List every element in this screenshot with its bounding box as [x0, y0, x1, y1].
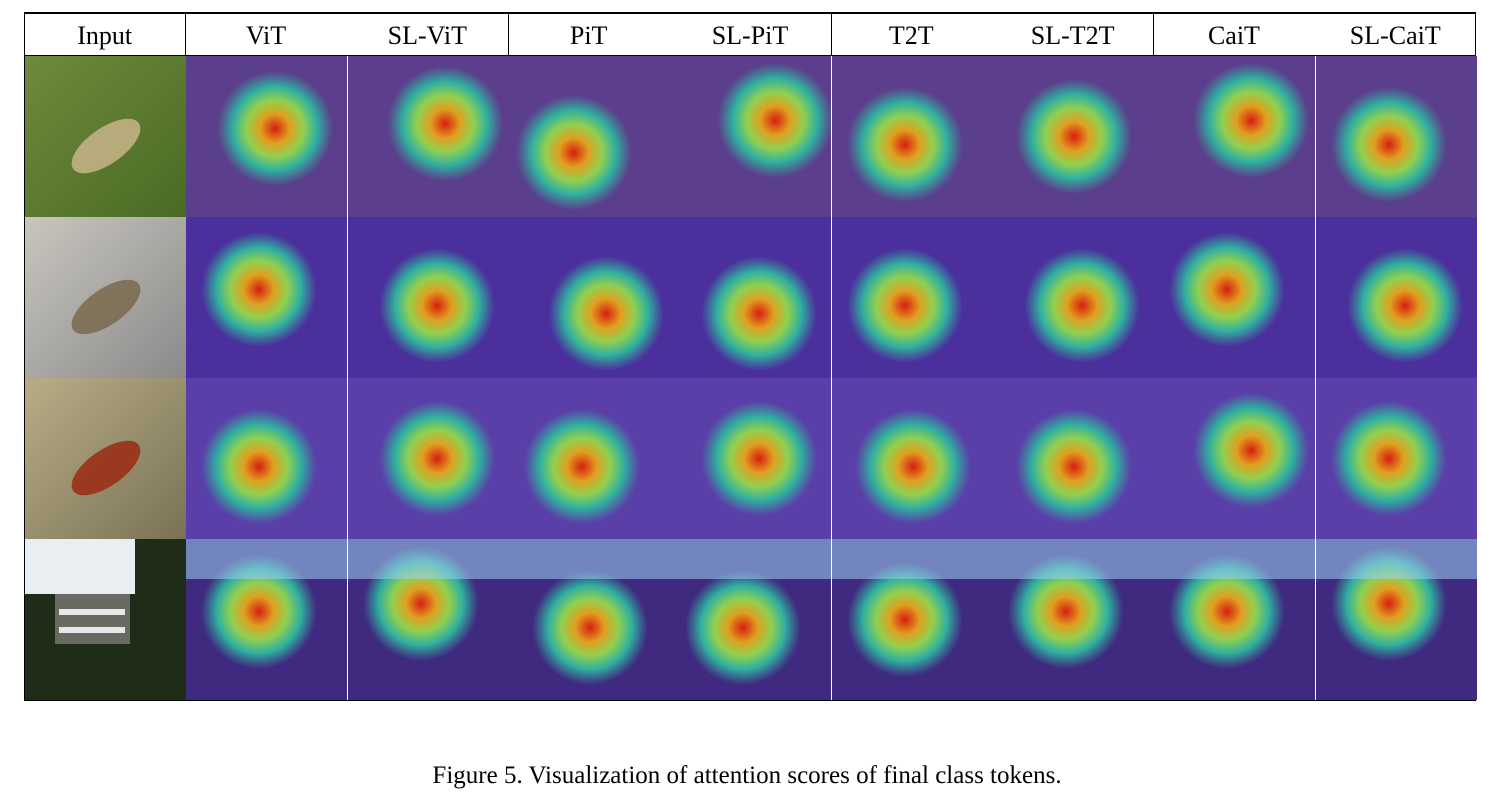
attention-map-tile — [992, 56, 1154, 217]
header-divider — [830, 14, 832, 55]
attention-map-tile — [670, 378, 832, 539]
header-divider — [1475, 14, 1476, 55]
attention-heatmap — [186, 539, 348, 700]
attention-map-tile — [1154, 539, 1316, 700]
attention-heatmap — [347, 56, 509, 217]
attention-grid — [24, 56, 1477, 701]
column-header-t2t: T2T — [888, 21, 934, 50]
header-divider — [185, 14, 187, 55]
attention-figure: Input ViT SL-ViT PiT SL-PiT T2T SL-T2T CaiT SL-C… — [24, 12, 1477, 701]
input-image-tile — [25, 539, 186, 700]
attention-heatmap — [1154, 217, 1316, 378]
input-image-tile — [25, 217, 186, 378]
figure-caption: Figure 5. Visualization of attention sco… — [432, 762, 1062, 789]
attention-map-tile — [347, 378, 509, 539]
attention-map-tile — [508, 539, 670, 700]
attention-heatmap — [508, 378, 670, 539]
attention-map-tile — [670, 539, 832, 700]
attention-map-tile — [1315, 56, 1477, 217]
input-image — [25, 56, 186, 217]
attention-heatmap — [508, 539, 670, 700]
input-image — [25, 539, 186, 700]
header-divider — [1153, 14, 1155, 55]
column-header-vit: ViT — [245, 21, 287, 50]
attention-map-tile — [347, 539, 509, 700]
attention-heatmap — [670, 378, 832, 539]
column-header-input: Input — [77, 21, 133, 50]
attention-map-tile — [1315, 217, 1477, 378]
input-image — [25, 217, 186, 378]
attention-map-tile — [508, 378, 670, 539]
input-image-tile — [25, 378, 186, 539]
attention-heatmap — [992, 217, 1154, 378]
attention-map-tile — [992, 217, 1154, 378]
attention-heatmap — [1315, 217, 1477, 378]
column-header-sl-cait: SL-CaiT — [1349, 21, 1441, 50]
attention-map-tile — [186, 539, 348, 700]
input-image-tile — [25, 56, 186, 217]
attention-heatmap — [1315, 539, 1477, 700]
attention-heatmap — [831, 539, 993, 700]
attention-heatmap — [670, 539, 832, 700]
attention-map-tile — [186, 217, 348, 378]
attention-heatmap — [347, 378, 509, 539]
attention-map-tile — [992, 378, 1154, 539]
header-divider — [24, 14, 25, 55]
header-divider — [507, 14, 509, 55]
attention-heatmap — [1154, 56, 1316, 217]
attention-heatmap — [186, 217, 348, 378]
attention-heatmap — [1315, 56, 1477, 217]
attention-map-tile — [1154, 56, 1316, 217]
attention-map-tile — [831, 56, 993, 217]
column-header-pit: PiT — [569, 21, 608, 50]
attention-heatmap — [670, 217, 832, 378]
attention-heatmap — [992, 378, 1154, 539]
attention-heatmap — [1315, 378, 1477, 539]
attention-map-tile — [992, 539, 1154, 700]
attention-heatmap — [186, 56, 348, 217]
attention-map-tile — [831, 378, 993, 539]
attention-map-tile — [347, 56, 509, 217]
column-header-cait: CaiT — [1207, 21, 1260, 50]
attention-map-tile — [1154, 217, 1316, 378]
attention-heatmap — [992, 56, 1154, 217]
attention-map-tile — [508, 56, 670, 217]
attention-map-tile — [186, 56, 348, 217]
column-header-sl-pit: SL-PiT — [711, 21, 789, 50]
input-image — [25, 378, 186, 539]
attention-heatmap — [1154, 378, 1316, 539]
attention-heatmap — [831, 217, 993, 378]
attention-heatmap — [347, 217, 509, 378]
attention-heatmap — [1154, 539, 1316, 700]
attention-map-tile — [831, 217, 993, 378]
attention-map-tile — [831, 539, 993, 700]
attention-map-tile — [186, 378, 348, 539]
attention-heatmap — [831, 378, 993, 539]
attention-map-tile — [1315, 378, 1477, 539]
attention-heatmap — [992, 539, 1154, 700]
attention-map-tile — [670, 56, 832, 217]
attention-heatmap — [508, 56, 670, 217]
column-header-row: Input ViT SL-ViT PiT SL-PiT T2T SL-T2T CaiT SL-C… — [24, 12, 1476, 56]
attention-map-tile — [347, 217, 509, 378]
column-header-sl-t2t: SL-T2T — [1030, 21, 1115, 50]
attention-map-tile — [508, 217, 670, 378]
attention-map-tile — [1154, 378, 1316, 539]
attention-heatmap — [347, 539, 509, 700]
attention-heatmap — [508, 217, 670, 378]
attention-map-tile — [670, 217, 832, 378]
attention-map-tile — [1315, 539, 1477, 700]
attention-heatmap — [831, 56, 993, 217]
attention-heatmap — [186, 378, 348, 539]
column-header-sl-vit: SL-ViT — [387, 21, 467, 50]
attention-heatmap — [670, 56, 832, 217]
